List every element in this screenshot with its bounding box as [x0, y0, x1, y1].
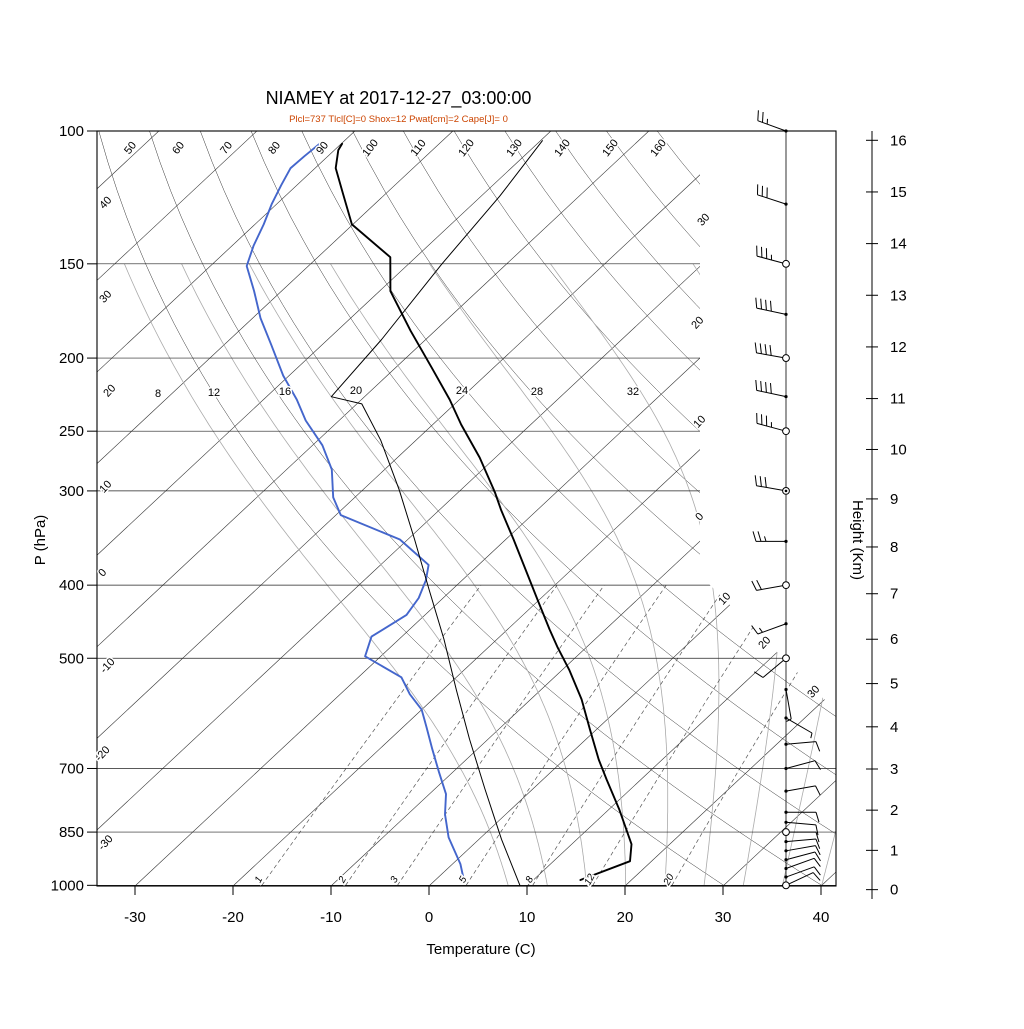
svg-text:50: 50: [122, 140, 139, 157]
svg-text:24: 24: [456, 385, 468, 397]
svg-text:20: 20: [756, 634, 773, 651]
svg-text:12: 12: [208, 387, 220, 399]
isotherm-lines: [97, 131, 836, 886]
svg-text:200: 200: [59, 350, 84, 367]
svg-text:3: 3: [890, 761, 898, 778]
parcel_trace-curve: [330, 140, 543, 886]
svg-text:-10: -10: [98, 656, 118, 676]
temperature-axis-title: Temperature (C): [426, 941, 535, 958]
temperature-axis: -30 -20 -10 0 10 20 30 40: [124, 886, 829, 926]
svg-text:1: 1: [890, 842, 898, 859]
svg-text:10: 10: [716, 590, 733, 607]
pressure-axis: 100 150 200 250 300 400 500 700 850 1000: [51, 123, 97, 894]
svg-text:5: 5: [890, 676, 898, 693]
svg-text:12: 12: [890, 339, 907, 356]
svg-text:100: 100: [360, 137, 381, 159]
svg-text:2: 2: [336, 874, 349, 885]
svg-text:60: 60: [170, 140, 187, 157]
svg-text:700: 700: [59, 760, 84, 777]
pressure-gridlines: [97, 131, 836, 886]
svg-text:6: 6: [890, 631, 898, 648]
svg-text:Temperature (C): Temperature (C): [426, 941, 535, 958]
svg-text:130: 130: [504, 137, 525, 159]
pressure-axis-title: P (hPa): [32, 515, 49, 566]
svg-text:13: 13: [890, 287, 907, 304]
svg-text:14: 14: [890, 236, 907, 253]
dry-adiabat-lines: [98, 131, 836, 886]
svg-text:15: 15: [890, 184, 907, 201]
chart-title: NIAMEY at 2017-12-27_03:00:00: [265, 88, 532, 108]
svg-text:0: 0: [425, 909, 433, 926]
svg-text:110: 110: [409, 138, 429, 159]
svg-text:20: 20: [101, 382, 118, 399]
svg-text:40: 40: [97, 194, 114, 211]
svg-text:250: 250: [59, 423, 84, 440]
svg-text:0: 0: [890, 882, 898, 899]
svg-text:Height (Km): Height (Km): [849, 500, 866, 580]
svg-text:160: 160: [648, 137, 669, 159]
svg-text:30: 30: [715, 909, 732, 926]
svg-text:8: 8: [524, 874, 537, 884]
svg-text:70: 70: [218, 140, 235, 157]
svg-text:10: 10: [890, 441, 907, 458]
svg-text:1000: 1000: [51, 877, 84, 894]
plot-frame: [96, 130, 837, 887]
svg-text:32: 32: [627, 386, 639, 398]
svg-text:-30: -30: [96, 833, 116, 853]
svg-text:10: 10: [691, 413, 708, 430]
moist-adiabat-lines: [124, 263, 836, 886]
svg-text:0: 0: [693, 511, 706, 524]
wind-barbs: [751, 110, 821, 890]
svg-text:2: 2: [890, 802, 898, 819]
svg-text:10: 10: [519, 909, 536, 926]
svg-text:P (hPa): P (hPa): [32, 515, 49, 566]
svg-text:150: 150: [59, 256, 84, 273]
height-axis-title: Height (Km): [849, 500, 866, 580]
svg-text:90: 90: [314, 140, 331, 157]
svg-text:8: 8: [155, 388, 161, 400]
svg-text:8: 8: [890, 539, 898, 556]
svg-text:0: 0: [96, 567, 109, 580]
svg-text:500: 500: [59, 650, 84, 667]
svg-text:7: 7: [890, 586, 898, 603]
svg-text:4: 4: [890, 719, 898, 736]
svg-text:28: 28: [531, 386, 543, 398]
svg-text:20: 20: [689, 314, 706, 331]
svg-text:30: 30: [695, 211, 712, 228]
svg-text:-30: -30: [124, 909, 146, 926]
svg-text:300: 300: [59, 483, 84, 500]
svg-text:40: 40: [813, 909, 830, 926]
chart-params-line: Plcl=737 Tlcl[C]=0 Shox=12 Pwat[cm]=2 Ca…: [289, 114, 508, 125]
svg-text:10: 10: [97, 478, 114, 495]
svg-text:16: 16: [279, 386, 291, 398]
svg-text:30: 30: [97, 288, 114, 305]
mixing-ratio-lines: [261, 584, 836, 886]
svg-text:1: 1: [253, 875, 265, 885]
svg-text:30: 30: [805, 683, 822, 700]
svg-text:-20: -20: [222, 909, 244, 926]
svg-text:-10: -10: [320, 909, 342, 926]
skewt-grid: [97, 131, 836, 886]
svg-text:400: 400: [59, 577, 84, 594]
svg-text:20: 20: [350, 385, 362, 397]
svg-text:100: 100: [59, 123, 84, 140]
dewpoint-curve: [245, 142, 466, 884]
inplot-labels: 50 60 70 80 90 100 110 120 130 140 150 160403020100…: [91, 136, 823, 890]
svg-text:16: 16: [890, 132, 907, 149]
svg-text:11: 11: [890, 391, 906, 408]
svg-text:80: 80: [266, 140, 283, 157]
svg-text:9: 9: [890, 491, 898, 508]
svg-text:150: 150: [600, 137, 621, 159]
temperature-curve: [334, 142, 633, 881]
svg-text:120: 120: [456, 137, 477, 159]
svg-text:850: 850: [59, 824, 84, 841]
svg-text:140: 140: [552, 137, 573, 159]
svg-text:20: 20: [617, 909, 634, 926]
svg-text:-20: -20: [93, 744, 113, 764]
sounding-profiles: [245, 140, 633, 886]
